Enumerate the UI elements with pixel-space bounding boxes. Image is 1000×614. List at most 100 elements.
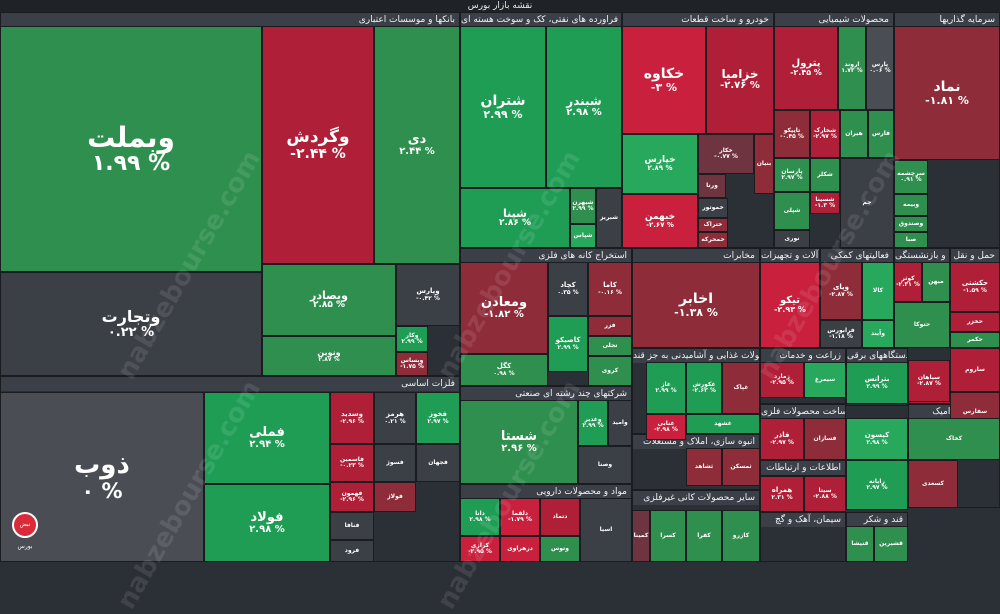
tile-khtrak[interactable]: ختراک xyxy=(698,218,728,232)
tile-fars[interactable]: فارس xyxy=(868,110,894,158)
tile-tico[interactable]: تیکو -۲.۹۳ % xyxy=(760,262,820,348)
tile-fkhooz[interactable]: فخوز ۲.۹۷ % xyxy=(416,392,460,444)
tile-akhaber[interactable]: اخابر -۱.۳۸ % xyxy=(632,262,760,348)
tile-khkar[interactable]: خکار -۰.۷۷ % xyxy=(698,134,754,174)
tile-hamrah[interactable]: همراه ۲.۳۱ % xyxy=(760,476,804,512)
tile-fhamoon[interactable]: فهمون -۲.۹۶ % xyxy=(330,482,374,512)
tile-krash[interactable]: کرازی -۲.۹۵ % xyxy=(460,536,500,562)
tile-ghnab[interactable]: غنابی -۲.۹۸ % xyxy=(646,414,686,440)
tile-vbmellat[interactable]: وبملت ۱.۹۹ % xyxy=(0,26,262,272)
tile-vbsaman[interactable]: وبساس -۱.۷۵ % xyxy=(396,352,428,376)
tile-vpars[interactable]: وپارس -۰.۴۲ % xyxy=(396,264,460,326)
tile-vaybi[interactable]: وآیند xyxy=(862,320,894,348)
tile-kama[interactable]: کاما -۰.۱۶ % xyxy=(588,262,632,316)
tile-jam[interactable]: جم xyxy=(840,158,894,248)
tile-vpadir[interactable]: وغدیر ۲.۹۹ % xyxy=(578,400,608,446)
tile-shetran[interactable]: شتران ۲.۹۹ % xyxy=(460,26,546,188)
tile-kravi[interactable]: کروی xyxy=(588,356,632,386)
tile-ghaz[interactable]: غاز ۲.۹۹ % xyxy=(646,362,686,414)
tile-kgazr[interactable]: کازرو xyxy=(722,510,760,562)
tile-sapa[interactable]: صبا xyxy=(894,232,928,248)
tile-khzamia[interactable]: خزامیا -۲.۷۶ % xyxy=(706,26,774,134)
tile-shpna[interactable]: شپنا ۲.۸۶ % xyxy=(460,188,570,248)
tile-noori[interactable]: نوری xyxy=(774,230,810,248)
tile-vbime[interactable]: وبیمه xyxy=(894,194,928,216)
tile-fanazar[interactable]: فنافا xyxy=(330,512,374,540)
tile-kaser[interactable]: کسعدی xyxy=(908,460,958,508)
tile-petrol[interactable]: پترول -۲.۴۵ % xyxy=(774,26,838,110)
tile-kala[interactable]: کالا xyxy=(862,262,894,320)
tile-dlqman[interactable]: دلقما -۱.۷۹ % xyxy=(500,498,540,536)
tile-aroand[interactable]: اروند ۱.۷۳ % xyxy=(838,26,866,110)
tile-vmaaden[interactable]: ومعادن -۱.۸۲ % xyxy=(460,262,548,354)
tile-vtoos[interactable]: وتوس xyxy=(540,536,580,562)
tile-fazer[interactable]: فزر xyxy=(588,316,632,336)
tile-shbili[interactable]: شپلی xyxy=(774,192,810,230)
tile-shbandar[interactable]: شبندر ۲.۹۸ % xyxy=(546,26,622,188)
tile-faravar[interactable]: فجهان xyxy=(416,444,460,482)
tile-dtakh[interactable]: دتماد xyxy=(540,498,580,536)
tile-fameli[interactable]: فملی ۲.۹۴ % xyxy=(204,392,330,484)
tile-shpas[interactable]: شپاس xyxy=(570,224,596,248)
tile-khkave[interactable]: خکاوه -۳ % xyxy=(622,26,706,134)
tile-di[interactable]: دی ۲.۴۴ % xyxy=(374,26,460,264)
tile-vbsader[interactable]: وبصادر ۲.۸۵ % xyxy=(262,264,396,336)
tile-khpars[interactable]: خپارس ۲.۸۹ % xyxy=(622,134,698,194)
tile-vsapah[interactable]: وصنا xyxy=(578,446,632,484)
tile-sarshar[interactable]: سرچشمه ۰.۹۱ % xyxy=(894,160,928,194)
tile-hormoz[interactable]: هرمز ۰.۲۱ % xyxy=(374,392,416,444)
tile-vnovin[interactable]: ونوین ۲.۸۷ % xyxy=(262,336,396,376)
tile-thmask[interactable]: ثمسکن xyxy=(722,448,760,486)
tile-shasta[interactable]: شستا ۲.۹۶ % xyxy=(460,400,578,484)
tile-kkhak[interactable]: کخاک xyxy=(908,418,1000,460)
tile-kgol[interactable]: کگل ۰.۹۸ % xyxy=(460,354,548,386)
tile-hkhkar[interactable]: حکمر xyxy=(950,332,1000,348)
tile-pars[interactable]: پارس ۰.۰۶ % xyxy=(866,26,894,110)
tile-mhan[interactable]: میهن xyxy=(922,262,950,302)
tile-hiran[interactable]: هیران xyxy=(840,110,868,158)
tile-aabid[interactable]: اسیا xyxy=(580,498,632,562)
tile-khbanian[interactable]: بنیان xyxy=(754,134,774,194)
tile-dana[interactable]: دانا ۲.۹۸ % xyxy=(460,498,500,536)
tile-dzahravi[interactable]: دزهراوی xyxy=(500,536,540,562)
tile-kaspan[interactable]: سپاهان -۲.۸۷ % xyxy=(908,360,950,402)
tile-tajli[interactable]: تجلی xyxy=(588,336,632,356)
tile-ksra[interactable]: کسرا xyxy=(650,510,686,562)
tile-zagros[interactable]: سیتا -۲.۸۸ % xyxy=(804,476,846,512)
tile-shsina[interactable]: شسینا -۱.۳ % xyxy=(810,192,840,214)
tile-zfolad[interactable]: فرود xyxy=(330,540,374,562)
tile-khmotor[interactable]: خموتور xyxy=(698,198,728,218)
tile-frabours[interactable]: فرابورس -۱.۱۸ % xyxy=(820,320,862,348)
tile-foolat[interactable]: فولاژ xyxy=(374,482,416,512)
tile-shtabriz[interactable]: شبریز xyxy=(596,188,622,248)
tile-qnesb[interactable]: قنیشا xyxy=(846,526,874,562)
tile-vkar[interactable]: وکار ۲.۹۹ % xyxy=(396,326,428,352)
tile-thnab[interactable]: ثشاهد xyxy=(686,448,722,486)
tile-hsakashti[interactable]: حکشتی -۱.۵۹ % xyxy=(950,262,1000,312)
tile-khkamaz[interactable]: خمحرکه xyxy=(698,232,728,248)
tile-qshirin[interactable]: قشیرین xyxy=(874,526,908,562)
tile-vsadr[interactable]: وصندوق xyxy=(894,216,928,232)
tile-kmenab[interactable]: کمینا xyxy=(632,510,650,562)
tile-saroom[interactable]: ساروم xyxy=(950,348,1000,392)
tile-fsaj[interactable]: فسازان xyxy=(804,418,846,460)
tile-vtejarat[interactable]: وتجارت ۰.۲۲ % xyxy=(0,272,262,376)
tile-ghkorosh[interactable]: غکورش -۲.۶۳ % xyxy=(686,362,722,414)
tile-vrna[interactable]: ورنا xyxy=(698,174,726,198)
tile-shkalr[interactable]: شکلر xyxy=(810,158,840,192)
tile-namad[interactable]: نماد -۱.۸۱ % xyxy=(894,26,1000,160)
tile-fanzar[interactable]: فاذر -۲.۹۷ % xyxy=(760,418,804,460)
tile-btranes[interactable]: بترانس ۲.۹۹ % xyxy=(846,362,908,404)
tile-kfara[interactable]: کفرا xyxy=(686,510,722,562)
tile-zmalard[interactable]: زمارد -۲.۹۵ % xyxy=(760,362,804,398)
tile-gpak[interactable]: غپاک xyxy=(722,362,760,414)
tile-tapiko[interactable]: تاپیکو -۰.۴۵ % xyxy=(774,110,810,158)
tile-khbahman[interactable]: خبهمن -۲.۶۷ % xyxy=(622,194,698,248)
tile-kchad[interactable]: کچاد ۰.۳۵ % xyxy=(548,262,588,316)
tile-vsodid[interactable]: وسدید -۲.۹۶ % xyxy=(330,392,374,444)
tile-fasmin[interactable]: فاسمین -۰.۲۳ % xyxy=(330,444,374,482)
tile-hatootoo[interactable]: حتوکا xyxy=(894,302,950,348)
tile-ktasco[interactable]: کاصیکو ۲.۹۹ % xyxy=(548,316,588,372)
tile-foolad[interactable]: فولاد ۲.۹۸ % xyxy=(204,484,330,562)
tile-kosar[interactable]: کوثر -۲.۳۱ % xyxy=(894,262,922,302)
